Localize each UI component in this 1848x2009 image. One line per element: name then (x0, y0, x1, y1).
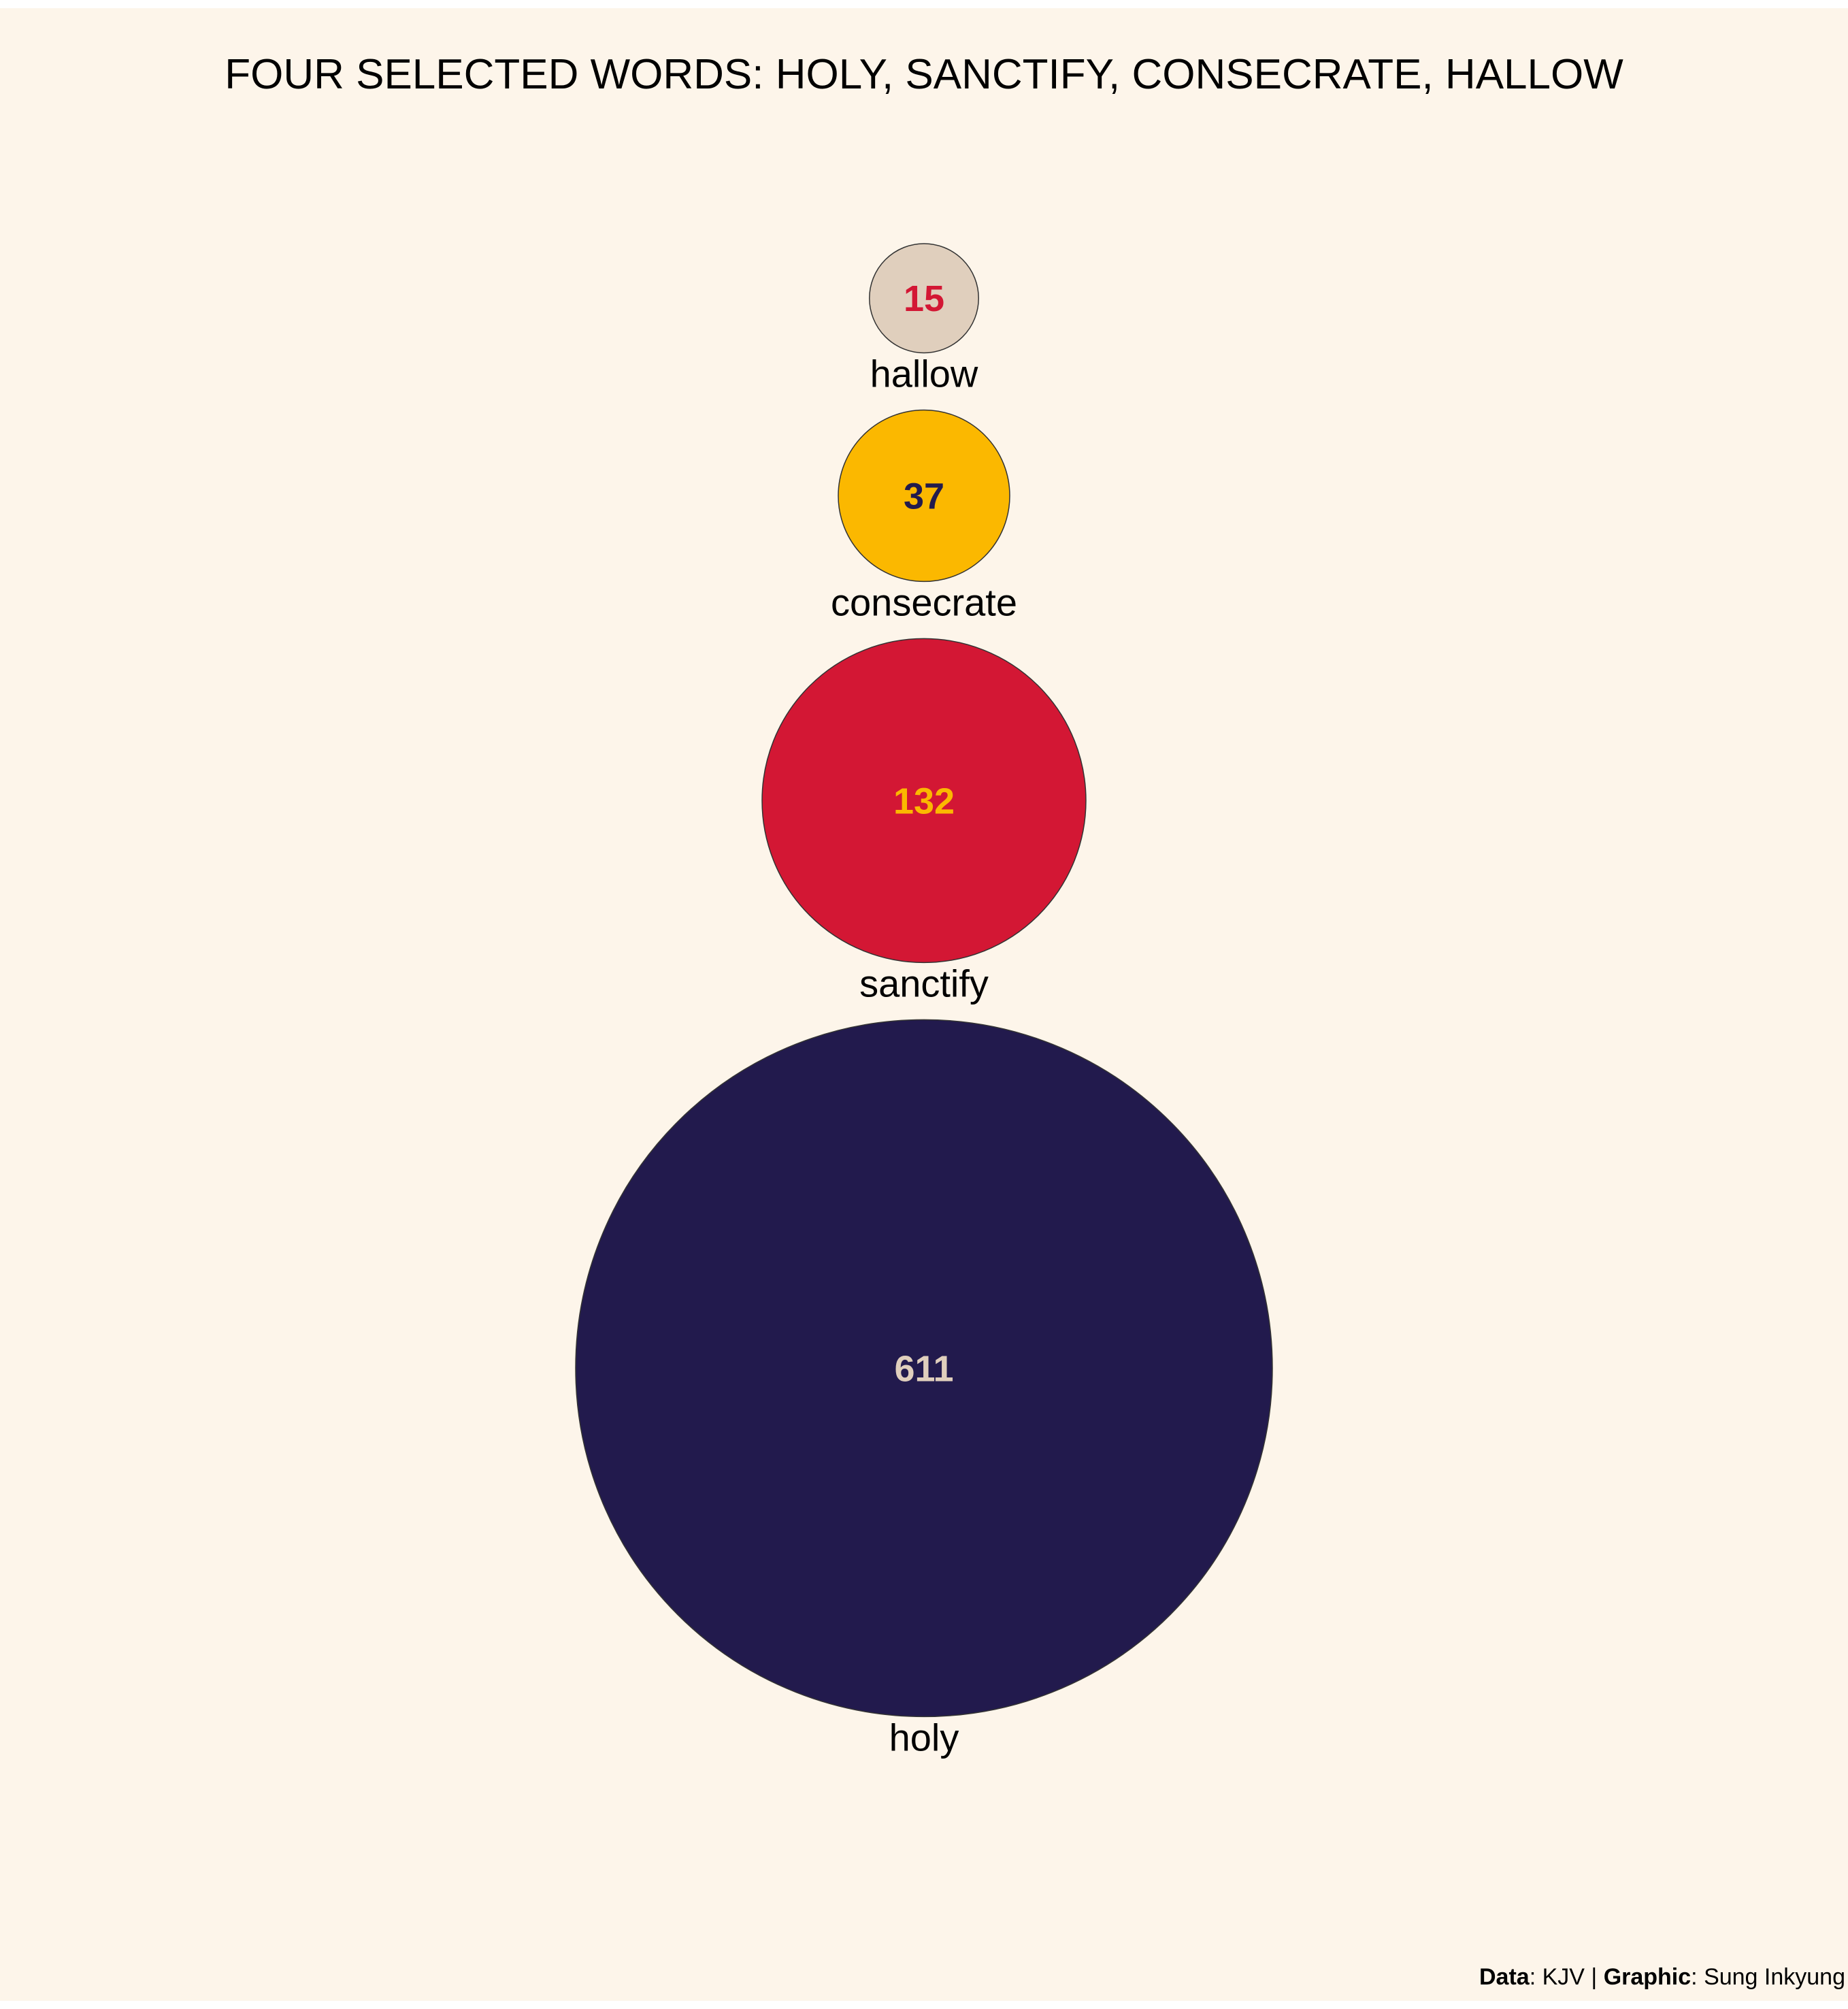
caption-data-label: Data (1479, 1964, 1530, 1990)
bubble-chart: FOUR SELECTED WORDS: HOLY, SANCTIFY, CON… (225, 51, 1845, 1990)
word-label-consecrate: consecrate (831, 581, 1017, 623)
value-label-holy: 611 (894, 1348, 953, 1389)
bubble-sanctify (761, 638, 1087, 964)
chart-title: FOUR SELECTED WORDS: HOLY, SANCTIFY, CON… (225, 51, 1623, 98)
word-label-hallow: hallow (870, 352, 978, 395)
caption: Data: KJV | Graphic: Sung Inkyung (1479, 1964, 1845, 1990)
bubble-holy (575, 1019, 1273, 1718)
bubble-hallow (869, 243, 979, 354)
word-label-holy: holy (889, 1716, 959, 1759)
caption-data-value: : KJV | (1530, 1964, 1604, 1990)
bubble-consecrate (838, 409, 1010, 583)
value-label-hallow: 15 (904, 278, 944, 319)
caption-graphic-label: Graphic (1604, 1964, 1691, 1990)
value-label-consecrate: 37 (904, 476, 944, 517)
word-label-sanctify: sanctify (859, 962, 989, 1004)
chart-panel: FOUR SELECTED WORDS: HOLY, SANCTIFY, CON… (0, 8, 1848, 2001)
value-label-sanctify: 132 (893, 781, 955, 821)
caption-graphic-value: : Sung Inkyung (1691, 1964, 1845, 1990)
bubble-group: 15 hallow 37 consecrate 132 sanctify 611 holy (575, 243, 1273, 1759)
